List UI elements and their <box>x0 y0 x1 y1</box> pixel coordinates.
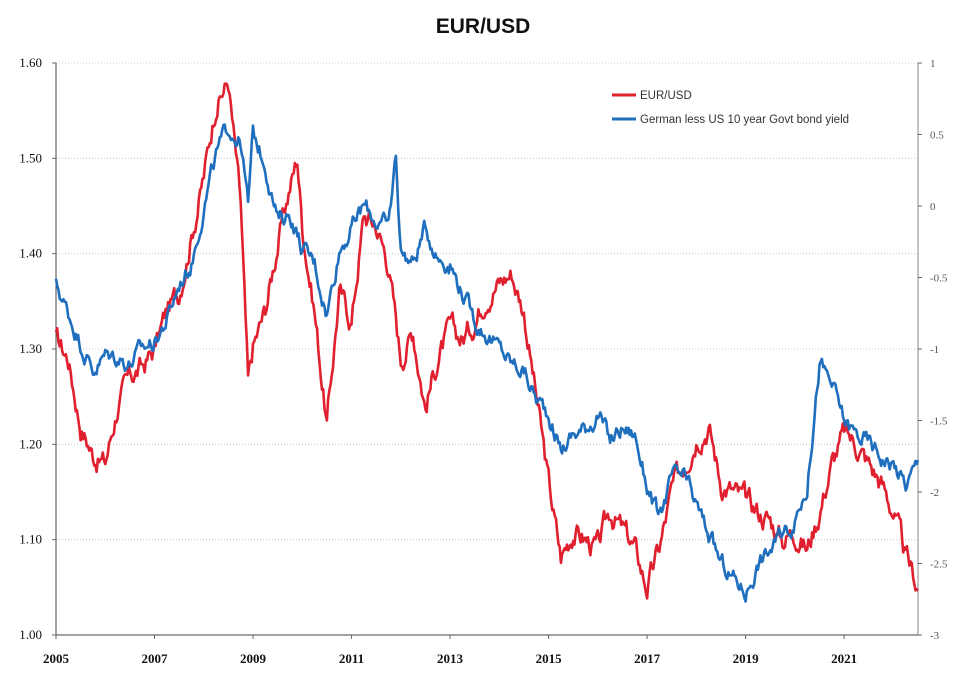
gridlines <box>56 62 918 541</box>
chart-title: EUR/USD <box>436 15 531 38</box>
y-right-tick-label: -2.5 <box>930 559 948 571</box>
series-line-yield-spread <box>54 123 920 603</box>
x-tick-label: 2005 <box>43 651 70 666</box>
x-tick-label: 2021 <box>831 651 857 666</box>
series-lines <box>54 82 920 603</box>
x-tick-label: 2019 <box>733 651 760 666</box>
y-right-tick-label: -1 <box>930 344 939 356</box>
y-right-tick-label: -3 <box>930 630 940 642</box>
y-right-tick-label: 0 <box>930 201 936 213</box>
y-axis-right-ticks: -3 -2.5 -2 -1.5 -1 -0.5 0 0.5 1 <box>918 58 948 642</box>
y-left-tick-label: 1.00 <box>19 627 42 642</box>
y-right-tick-label: 0.5 <box>930 130 944 142</box>
y-right-tick-label: -1.5 <box>930 416 948 428</box>
y-axis-left-ticks: 1.00 1.10 1.20 1.30 1.40 1.50 1.60 <box>19 55 56 642</box>
x-tick-label: 2009 <box>240 651 267 666</box>
y-left-tick-label: 1.40 <box>19 246 42 261</box>
y-left-tick-label: 1.30 <box>19 341 42 356</box>
y-right-tick-label: 1 <box>930 58 936 70</box>
x-axis-ticks: 2005 2007 2009 2011 2013 2015 2017 2019 2021 <box>43 635 857 666</box>
y-left-tick-label: 1.50 <box>19 150 42 165</box>
series-line-eurusd <box>54 82 920 600</box>
x-tick-label: 2011 <box>339 651 364 666</box>
x-tick-label: 2013 <box>437 651 464 666</box>
y-left-tick-label: 1.20 <box>19 436 42 451</box>
legend-label-eurusd: EUR/USD <box>640 90 692 102</box>
x-tick-label: 2007 <box>142 651 169 666</box>
y-right-tick-label: -0.5 <box>930 273 948 285</box>
x-tick-label: 2017 <box>634 651 661 666</box>
legend: EUR/USD German less US 10 year Govt bond… <box>612 90 849 126</box>
x-tick-label: 2015 <box>536 651 563 666</box>
legend-label-yield-spread: German less US 10 year Govt bond yield <box>640 114 849 126</box>
y-left-tick-label: 1.60 <box>19 55 42 70</box>
y-right-tick-label: -2 <box>930 487 939 499</box>
y-left-tick-label: 1.10 <box>19 532 42 547</box>
